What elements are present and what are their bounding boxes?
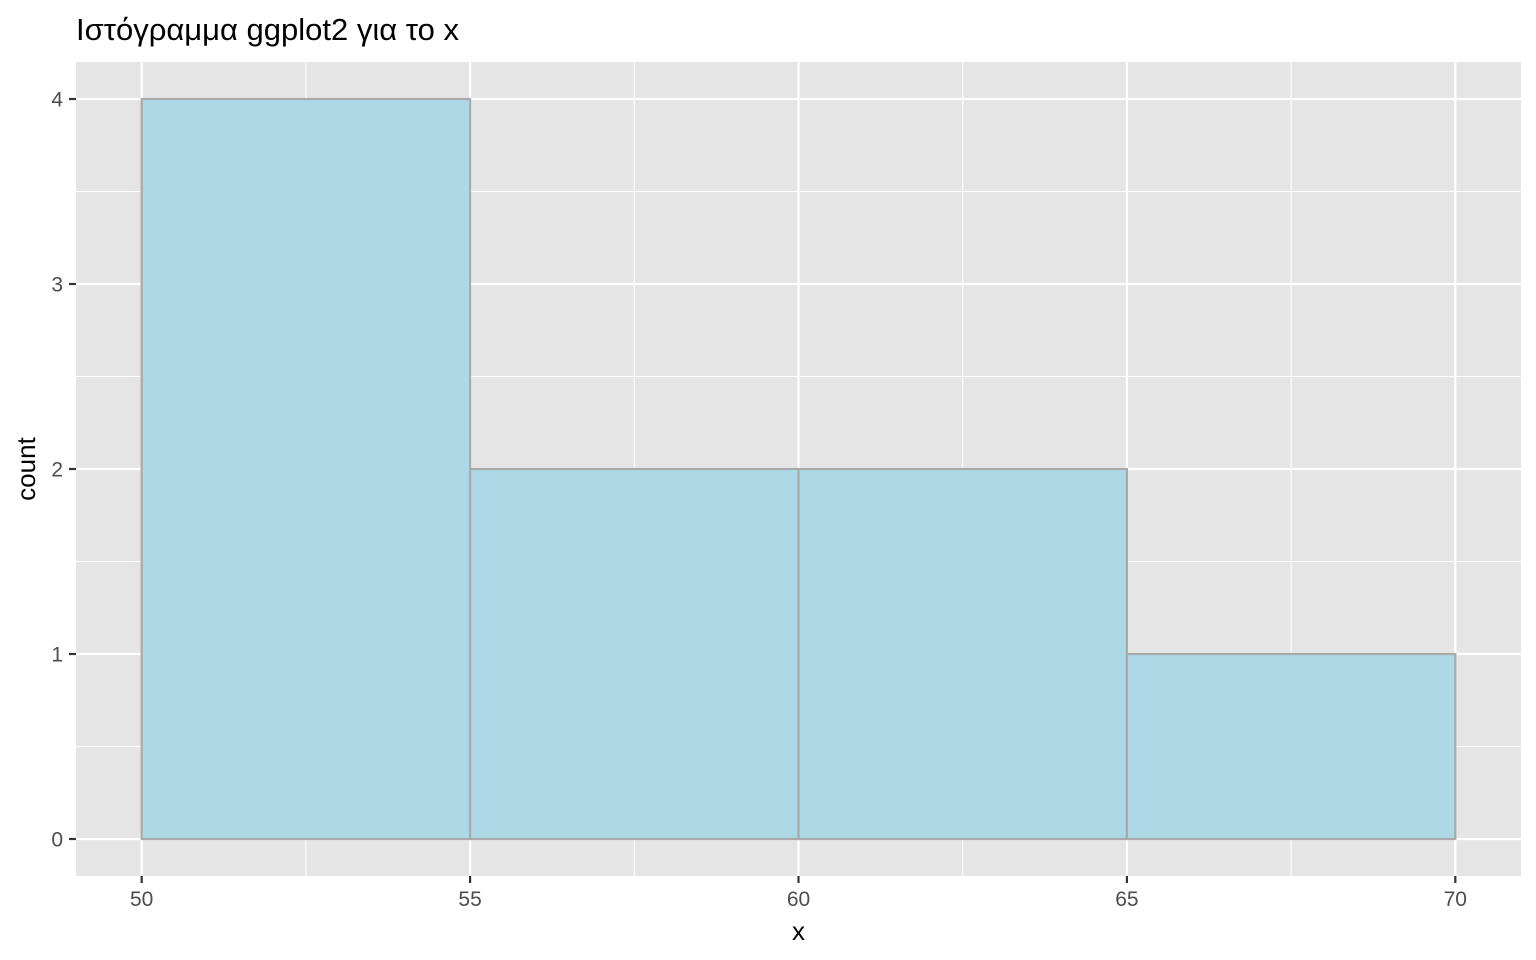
y-tick-label: 1 (51, 644, 63, 667)
histogram-bar-2 (468, 467, 800, 841)
chart-title: Ιστόγραμμα ggplot2 για το x (76, 12, 459, 47)
y-axis-title: count (11, 436, 41, 500)
y-axis: 0 1 2 3 4 (51, 89, 76, 852)
bars (140, 97, 1457, 841)
histogram-bar-4 (1125, 652, 1457, 841)
x-tick-label: 50 (130, 888, 153, 911)
x-tick-label: 70 (1444, 888, 1467, 911)
x-axis: 50 55 60 65 70 (130, 876, 1467, 911)
y-tick-label: 0 (51, 829, 63, 852)
histogram-bar-3 (797, 467, 1129, 841)
x-tick-label: 65 (1115, 888, 1138, 911)
histogram-bar-1 (140, 97, 472, 841)
y-tick-label: 3 (51, 274, 63, 297)
y-tick-label: 2 (51, 459, 63, 482)
x-tick-label: 55 (458, 888, 481, 911)
x-axis-title: x (792, 916, 805, 946)
x-tick-label: 60 (787, 888, 810, 911)
y-tick-label: 4 (51, 89, 63, 112)
